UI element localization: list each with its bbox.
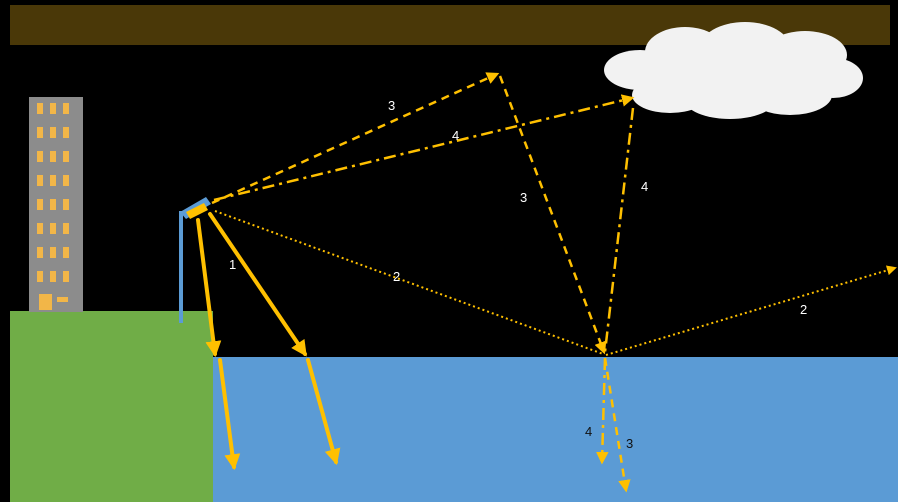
ray-2-incident: [214, 210, 604, 355]
building-door: [39, 294, 52, 310]
building-window: [37, 175, 43, 186]
ray-3-down: [498, 75, 607, 355]
building-window: [50, 151, 56, 162]
building-door-window: [57, 297, 68, 302]
ray-1a-refracted: [218, 358, 241, 471]
ray-4: [213, 94, 635, 465]
building-window: [63, 247, 69, 258]
building-window: [37, 199, 43, 210]
label-ray-3-down: 3: [520, 190, 527, 205]
building-window: [37, 127, 43, 138]
building-window: [63, 127, 69, 138]
building-window: [63, 271, 69, 282]
building-window: [50, 175, 56, 186]
ray-1: [196, 212, 341, 471]
cloud-icon: [604, 22, 863, 119]
building-window: [37, 151, 43, 162]
ray-4-up: [213, 94, 635, 202]
ray-3-up: [211, 72, 500, 205]
ray-2-reflected: [605, 265, 897, 356]
label-ray-4-up: 4: [452, 128, 459, 143]
building-window: [50, 103, 56, 114]
label-ray-4-down: 4: [641, 179, 648, 194]
building-window: [37, 247, 43, 258]
building-window: [50, 247, 56, 258]
ray-3: [211, 72, 631, 493]
ray-1b-refracted: [306, 358, 341, 466]
ray-4-down: [603, 107, 635, 353]
ray-1a-segment: [196, 218, 222, 358]
building-window: [50, 127, 56, 138]
building-windows: [37, 103, 69, 282]
office-building-icon: [29, 97, 83, 312]
building-window: [63, 103, 69, 114]
building-window: [63, 199, 69, 210]
building-window: [37, 223, 43, 234]
street-light-icon: [179, 197, 211, 323]
building-window: [50, 223, 56, 234]
building-window: [63, 175, 69, 186]
ray-2: [214, 210, 897, 356]
label-ray-2-reflected: 2: [800, 302, 807, 317]
ground: [10, 311, 213, 502]
building-window: [37, 103, 43, 114]
building-window: [50, 199, 56, 210]
ray-1b-segment: [208, 212, 307, 357]
label-ray-1: 1: [229, 257, 236, 272]
building-window: [37, 271, 43, 282]
label-ray-4-water: 4: [585, 424, 592, 439]
label-ray-2-incident: 2: [393, 269, 400, 284]
label-ray-3-up: 3: [388, 98, 395, 113]
building-window: [63, 223, 69, 234]
ray-4-water: [596, 357, 609, 465]
label-ray-3-water: 3: [626, 436, 633, 451]
building-window: [50, 271, 56, 282]
building-window: [63, 151, 69, 162]
